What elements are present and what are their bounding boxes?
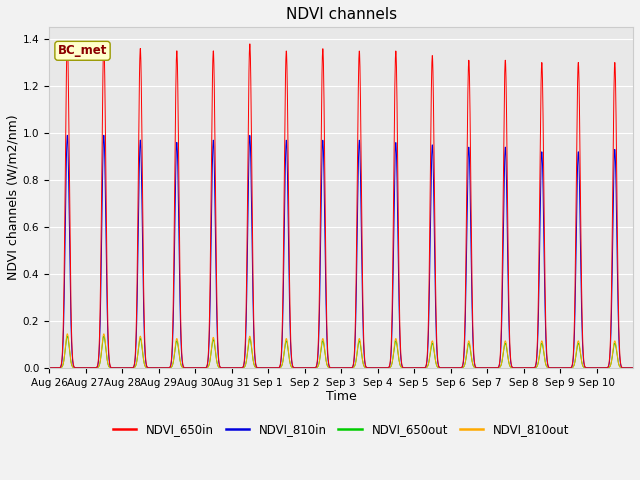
NDVI_650in [468,254,476,260]
NDVI_810out [468,355,476,361]
NDVI_810out [540,350,548,356]
NDVI_650in [417,365,424,371]
NDVI_650out [165,365,173,371]
NDVI_650out [63,333,71,339]
X-axis label: Time: Time [326,390,356,403]
NDVI_650in [629,365,637,371]
NDVI_650out [417,365,424,371]
NDVI_810in [45,365,53,371]
NDVI_810out [623,365,630,371]
NDVI_810out [45,365,53,371]
NDVI_650in [63,38,71,44]
Y-axis label: NDVI channels (W/m2/nm): NDVI channels (W/m2/nm) [7,115,20,280]
Title: NDVI channels: NDVI channels [285,7,397,22]
NDVI_650out [505,360,513,366]
Line: NDVI_810in: NDVI_810in [49,135,633,368]
NDVI_810in [505,321,513,327]
NDVI_650out [468,356,476,362]
NDVI_650out [540,351,548,357]
NDVI_810in [165,365,173,371]
NDVI_650in [623,365,630,371]
NDVI_810in [417,365,424,371]
NDVI_810in [63,132,71,138]
NDVI_810in [623,365,630,371]
Text: BC_met: BC_met [58,44,108,57]
NDVI_650in [540,194,548,200]
NDVI_650out [629,365,637,371]
Line: NDVI_650out: NDVI_650out [49,336,633,368]
NDVI_650in [45,365,53,371]
NDVI_650out [623,365,630,371]
Line: NDVI_650in: NDVI_650in [49,41,633,368]
NDVI_650out [45,365,53,371]
NDVI_810out [417,365,424,371]
NDVI_810out [63,331,71,336]
NDVI_650in [165,365,173,371]
NDVI_810in [468,286,476,291]
NDVI_810out [505,360,513,365]
NDVI_810in [540,244,548,250]
NDVI_810in [629,365,637,371]
Legend: NDVI_650in, NDVI_810in, NDVI_650out, NDVI_810out: NDVI_650in, NDVI_810in, NDVI_650out, NDV… [108,418,574,441]
Line: NDVI_810out: NDVI_810out [49,334,633,368]
NDVI_810out [629,365,637,371]
NDVI_810out [165,365,173,371]
NDVI_650in [505,304,513,310]
